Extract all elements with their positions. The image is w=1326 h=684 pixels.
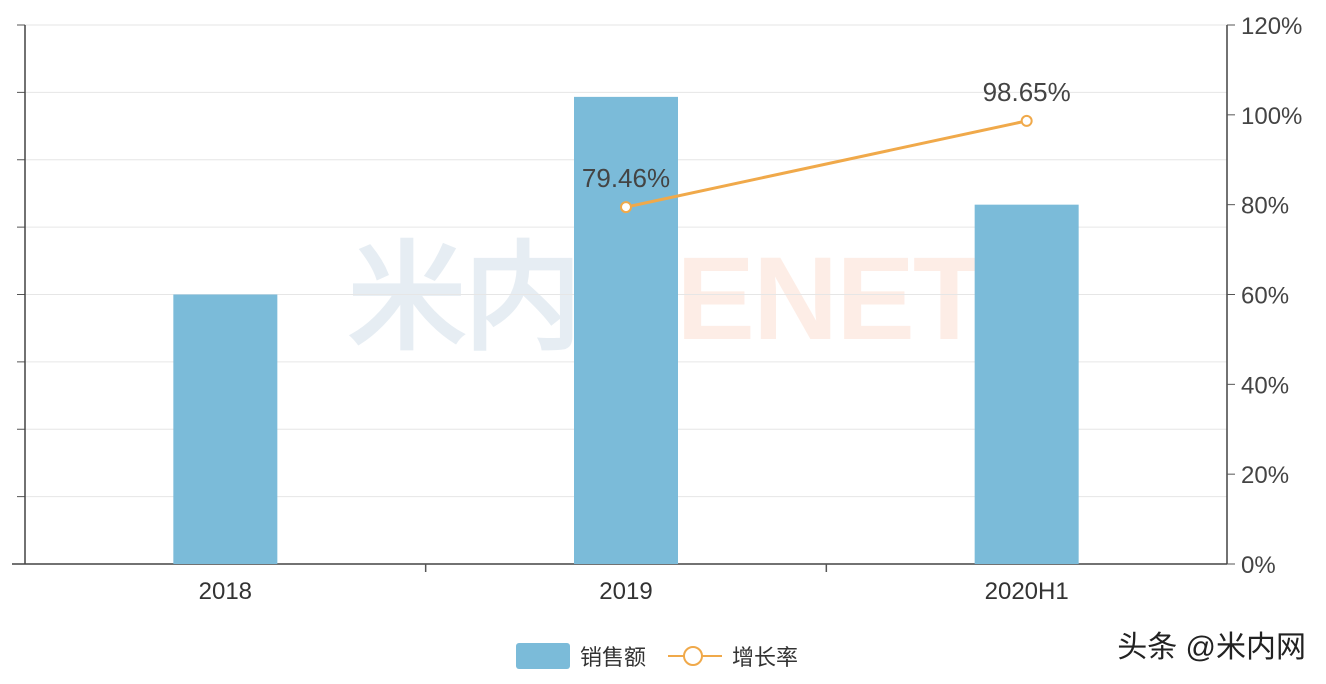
legend-bar-swatch <box>516 643 570 669</box>
right-axis-tick-label: 80% <box>1241 193 1289 220</box>
growth-data-label: 79.46% <box>582 163 670 193</box>
right-axis-tick-label: 60% <box>1241 283 1289 310</box>
growth-point-2019 <box>620 201 632 214</box>
bar-2020H1 <box>974 204 1079 564</box>
right-axis-tick-label: 0% <box>1241 552 1276 579</box>
source-credit: 头条 @米内网 <box>1117 631 1306 664</box>
legend-line-swatch <box>668 643 723 669</box>
growth-data-label: 98.65% <box>983 77 1071 107</box>
x-tick-label: 2018 <box>199 578 252 605</box>
legend: 销售额 增长率 <box>516 640 798 672</box>
x-tick-label: 2019 <box>599 578 652 605</box>
right-axis-tick-label: 40% <box>1241 372 1289 399</box>
growth-line <box>625 119 1027 209</box>
growth-point-2020H1 <box>1020 114 1033 127</box>
legend-label-growth: 增长率 <box>732 645 799 670</box>
right-axis-tick-label: 120% <box>1241 13 1302 40</box>
legend-item-growth[interactable]: 增长率 <box>668 640 798 672</box>
right-axis-tick-label: 100% <box>1241 103 1302 130</box>
legend-label-sales: 销售额 <box>580 645 647 670</box>
legend-item-sales[interactable]: 销售额 <box>516 640 646 672</box>
watermark-cn: 米内 <box>348 233 582 365</box>
x-tick-label: 2020H1 <box>985 578 1069 605</box>
right-axis-tick-label: 20% <box>1241 462 1289 489</box>
bar-2019 <box>574 96 678 564</box>
bar-2018 <box>173 294 278 564</box>
